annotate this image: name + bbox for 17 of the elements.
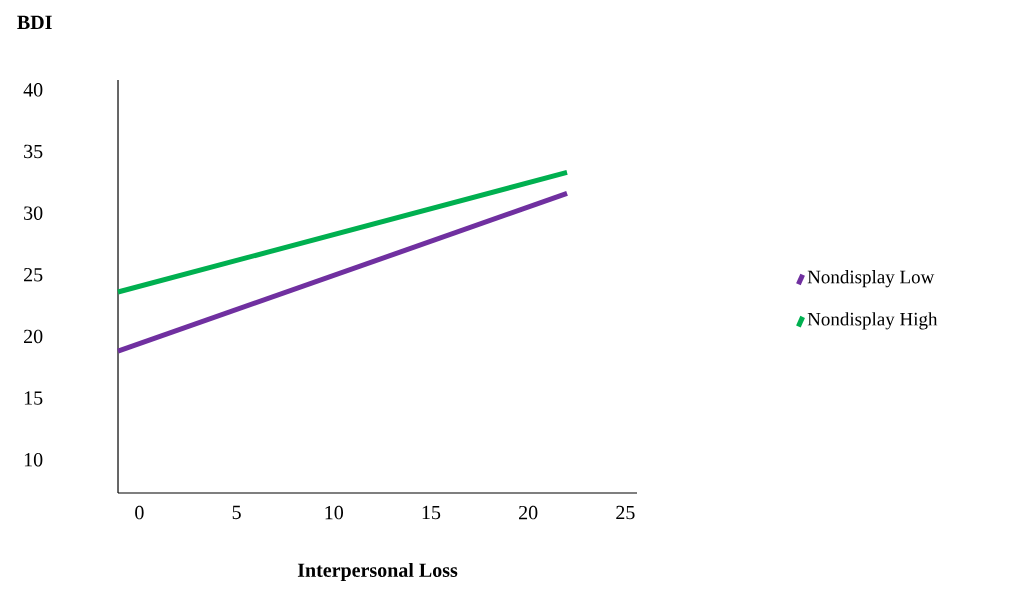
y-tick-label: 25	[24, 268, 43, 282]
y-tick-label: 30	[24, 206, 43, 220]
x-tick-label: 10	[325, 505, 344, 520]
y-tick-label: 15	[24, 391, 43, 405]
x-axis-title: Interpersonal Loss	[297, 562, 458, 582]
y-tick-label: 40	[23, 83, 43, 97]
legend-label: Nondisplay High	[807, 312, 938, 330]
y-tick-label: 20	[24, 329, 43, 344]
chart-title: BDI	[17, 15, 52, 30]
x-tick-label: 0	[135, 505, 144, 520]
x-tick-label: 15	[422, 505, 441, 520]
x-tick-label: 5	[232, 505, 241, 520]
x-tick-label: 25	[616, 505, 635, 520]
legend-label: Nondisplay Low	[807, 270, 935, 288]
x-tick-label: 20	[519, 505, 538, 520]
y-tick-label: 35	[24, 144, 43, 159]
y-tick-label: 10	[24, 452, 43, 467]
